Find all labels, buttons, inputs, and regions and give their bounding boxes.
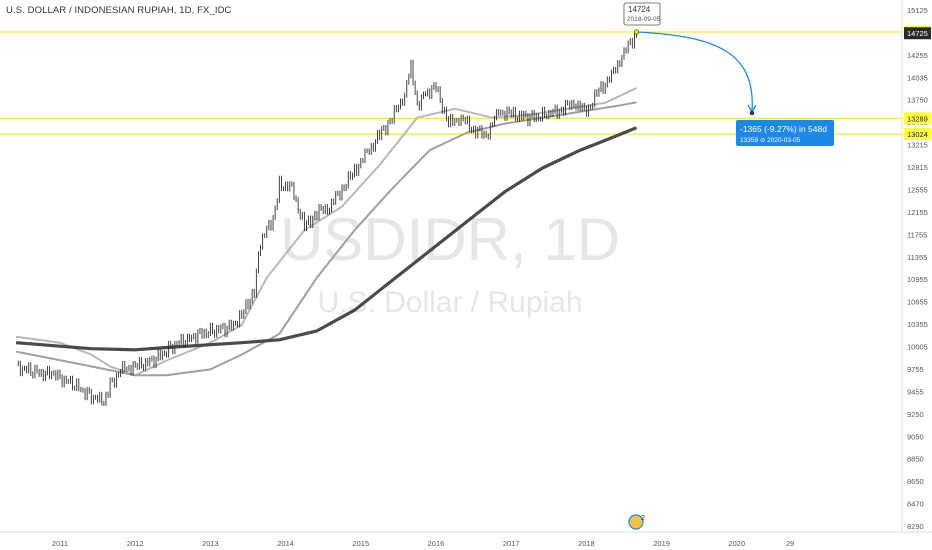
price-tick-label: 13750 <box>907 96 928 105</box>
price-label-bg <box>904 112 931 125</box>
price-tick-label: 9250 <box>907 410 924 419</box>
projection[interactable] <box>634 29 757 116</box>
price-label: 14725 <box>907 29 928 38</box>
price-tick-label: 12815 <box>907 163 928 172</box>
time-tick-label: 2019 <box>653 539 670 548</box>
peak-date: 2018-09-05 <box>627 16 661 23</box>
peak-marker <box>633 29 640 35</box>
price-tick-label: 15125 <box>907 6 928 15</box>
peak-callout: 14724 2018-09-05 <box>623 2 661 26</box>
price-label: 13289 <box>907 114 928 123</box>
time-tick-label: 2018 <box>578 539 595 548</box>
time-axis[interactable]: 2011 2012 2013 2014 2015 2016 2017 2018 2019 2020… <box>52 539 794 548</box>
price-tick-label: 12155 <box>907 208 928 217</box>
chart-title: U.S. DOLLAR / INDONESIAN RUPIAH, 1D, FX_… <box>6 5 232 16</box>
price-label-bg <box>904 128 931 140</box>
price-series <box>17 30 637 406</box>
price-label-bg <box>904 27 931 40</box>
price-tick-label: 13215 <box>907 141 928 150</box>
price-tick-label: 8850 <box>907 455 924 464</box>
projection-path <box>636 31 753 113</box>
price-tick-label: 8470 <box>907 500 924 509</box>
time-tick-label: 2016 <box>428 539 445 548</box>
time-tick-label: 2012 <box>127 539 144 548</box>
price-tick-label: 14035 <box>907 73 928 82</box>
ma-line-ma_dark <box>15 126 638 352</box>
time-tick-label: 2014 <box>277 539 294 548</box>
watermark-name: U.S. Dollar / Rupiah <box>317 286 582 319</box>
price-label: 13024 <box>907 130 928 139</box>
time-tick-label: 2015 <box>352 539 369 548</box>
price-tick-label: 12555 <box>907 185 928 194</box>
price-tick-label: 9755 <box>907 365 924 374</box>
badge-count: 2 <box>641 515 645 522</box>
ma-line-ma_mid <box>15 101 637 377</box>
projection-change: -1365 (-9.27%) in 548d <box>740 124 827 134</box>
time-tick-label: 2011 <box>52 539 68 548</box>
price-tick-label: 11355 <box>907 253 927 262</box>
price-labels: 14746147251328913024 <box>633 26 931 140</box>
projection-target: 13359 ⊘ 2020-03-05 <box>740 137 801 144</box>
time-tick-label: 2017 <box>503 539 520 548</box>
watermark-symbol: USDIDR, 1D <box>280 206 620 273</box>
price-tick-label: 8650 <box>907 477 924 486</box>
projection-callout: -1365 (-9.27%) in 548d 13359 ⊘ 2020-03-0… <box>736 120 834 146</box>
price-tick-label: 10655 <box>907 298 928 307</box>
price-tick-label: 10355 <box>907 320 928 329</box>
price-tick-label: 10005 <box>907 343 928 352</box>
price-tick-label: 8290 <box>907 522 924 531</box>
indicator-badge[interactable]: 2 <box>628 514 645 530</box>
time-tick-label: 2020 <box>728 539 745 548</box>
price-axis[interactable]: 1512514725142551403513750134651321512815… <box>907 6 928 531</box>
price-tick-label: 9050 <box>907 432 924 441</box>
time-tick-label: 2013 <box>202 539 219 548</box>
price-tick-label: 9455 <box>907 387 924 396</box>
time-tick-label: 29 <box>786 539 794 548</box>
peak-value: 14724 <box>628 5 651 14</box>
price-tick-label: 14255 <box>907 51 928 60</box>
price-tick-label: 11755 <box>907 230 927 239</box>
projection-end-point <box>749 110 755 116</box>
price-tick-label: 10955 <box>907 275 928 284</box>
